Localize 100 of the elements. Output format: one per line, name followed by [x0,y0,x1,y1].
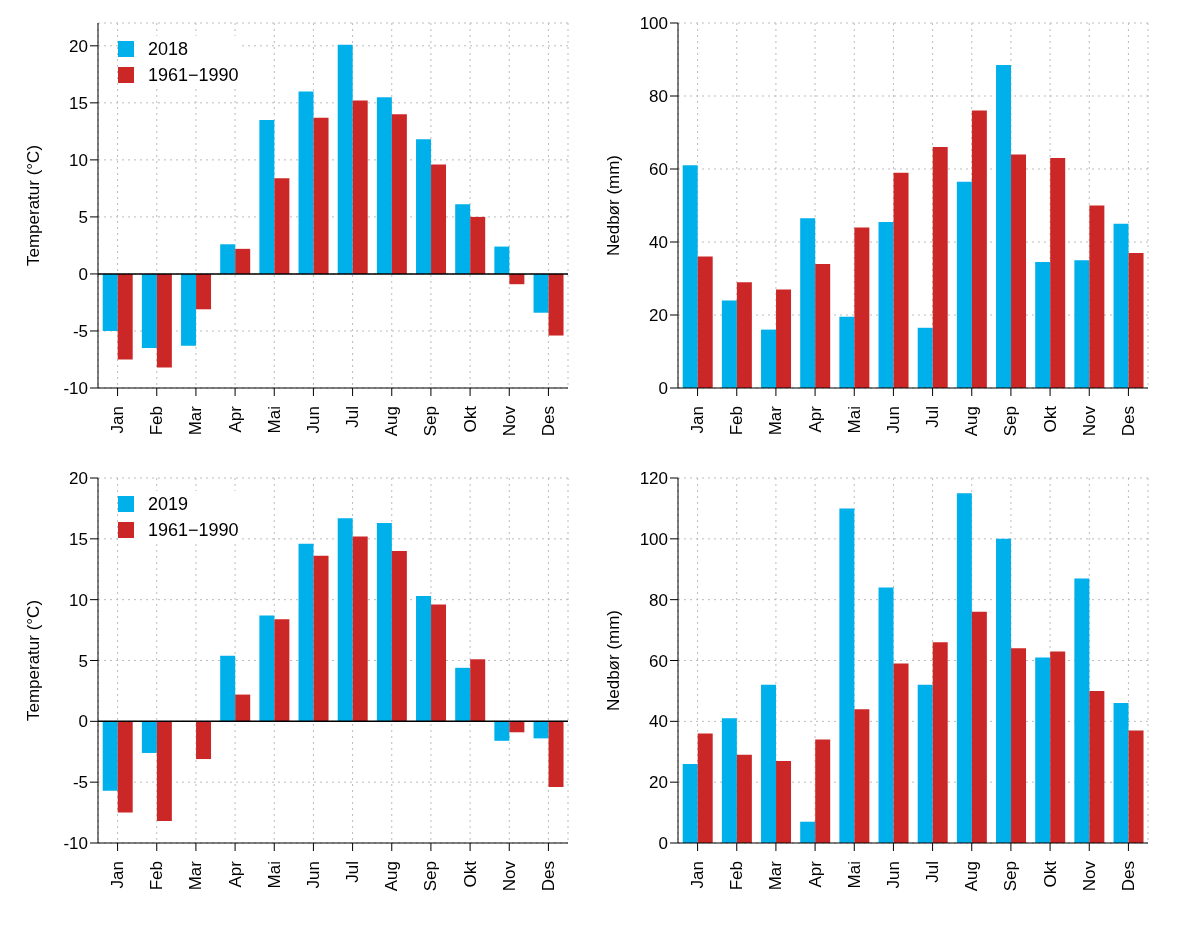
x-tick-label: Feb [727,861,747,891]
y-tick-label: 0 [78,264,88,284]
x-tick-label: Mar [186,405,206,436]
x-tick-label: Jun [303,406,323,434]
legend-label: 2019 [148,493,189,516]
bar [220,244,236,274]
bar [893,663,909,843]
bar [1089,205,1105,388]
x-tick-label: Okt [460,860,480,888]
y-tick-label: 0 [78,712,88,732]
bar [141,721,157,753]
bar [494,721,510,741]
bar [815,263,831,388]
bar [854,709,870,843]
bar [416,596,432,722]
bar [470,659,486,722]
x-tick-label: Jan [688,861,708,889]
bar [1035,657,1051,843]
bar [274,619,290,722]
y-tick-label: 5 [78,651,88,671]
x-tick-label: Jul [343,406,363,428]
bar [181,273,197,346]
bar [391,114,407,274]
x-tick-label: Jul [343,861,363,883]
x-tick-label: Jan [108,861,128,889]
y-tick-label: 100 [639,14,668,34]
bar [102,273,118,331]
y-tick-label: 60 [649,651,668,671]
bar [1074,260,1090,388]
bar [509,721,525,733]
y-tick-label: -10 [63,379,88,399]
x-tick-label: Feb [727,406,747,436]
bar [533,273,549,313]
bar [878,221,894,388]
bar [682,165,698,388]
x-tick-label: Sep [1001,861,1021,892]
bar [196,721,212,760]
x-tick-label: Jun [303,861,323,889]
x-tick-label: Nov [499,405,519,437]
x-tick-label: Aug [382,406,402,437]
x-tick-label: Des [538,406,558,437]
bar [854,227,870,388]
bar [697,733,713,843]
x-tick-label: Apr [225,860,245,888]
y-tick-label: 10 [69,590,88,610]
bar [548,273,564,336]
bar [996,538,1012,843]
y-tick-label: 60 [649,160,668,180]
bar [352,100,368,274]
bar [800,218,816,388]
x-tick-label: Feb [147,861,167,891]
bar [800,821,816,843]
bar [196,273,212,310]
x-tick-label: Des [538,861,558,892]
x-tick-label: Des [1118,861,1138,892]
bar [1050,651,1066,843]
bar [736,282,752,388]
y-tick-label: 10 [69,150,88,170]
x-tick-label: Aug [382,861,402,892]
bar [431,604,447,722]
bar [878,587,894,843]
x-tick-label: Apr [225,405,245,433]
x-tick-label: Okt [1040,860,1060,888]
bar [391,551,407,722]
bar [1113,703,1129,843]
bar [533,721,549,739]
bar [494,246,510,274]
legend-label: 1961−1990 [148,519,239,542]
bar [971,110,987,388]
bar [416,139,432,274]
bar [259,119,275,274]
bar [455,667,471,722]
legend-label: 2018 [148,38,189,61]
x-tick-label: Aug [962,861,982,892]
bar [141,273,157,349]
x-tick-label: Jun [883,406,903,434]
bar [235,694,251,722]
bar [1113,223,1129,388]
bar [470,216,486,274]
bar [839,508,855,843]
x-tick-label: Mar [186,860,206,891]
bar [117,273,133,360]
y-tick-label: 0 [658,834,668,854]
x-tick-label: Mar [766,860,786,891]
bar [235,248,251,274]
bar [156,721,172,822]
bar [932,147,948,388]
bar [455,204,471,274]
x-tick-label: Okt [1040,405,1060,433]
x-tick-label: Aug [962,406,982,437]
y-tick-label: -10 [63,834,88,854]
bar [1074,578,1090,843]
bar [548,721,564,788]
x-tick-label: Jun [883,861,903,889]
y-axis-title: Temperatur (°C) [24,144,44,267]
y-tick-label: 20 [649,773,668,793]
x-tick-label: Apr [805,860,825,888]
bar [298,91,314,274]
y-tick-label: 20 [69,469,88,489]
y-tick-label: 15 [69,529,88,549]
